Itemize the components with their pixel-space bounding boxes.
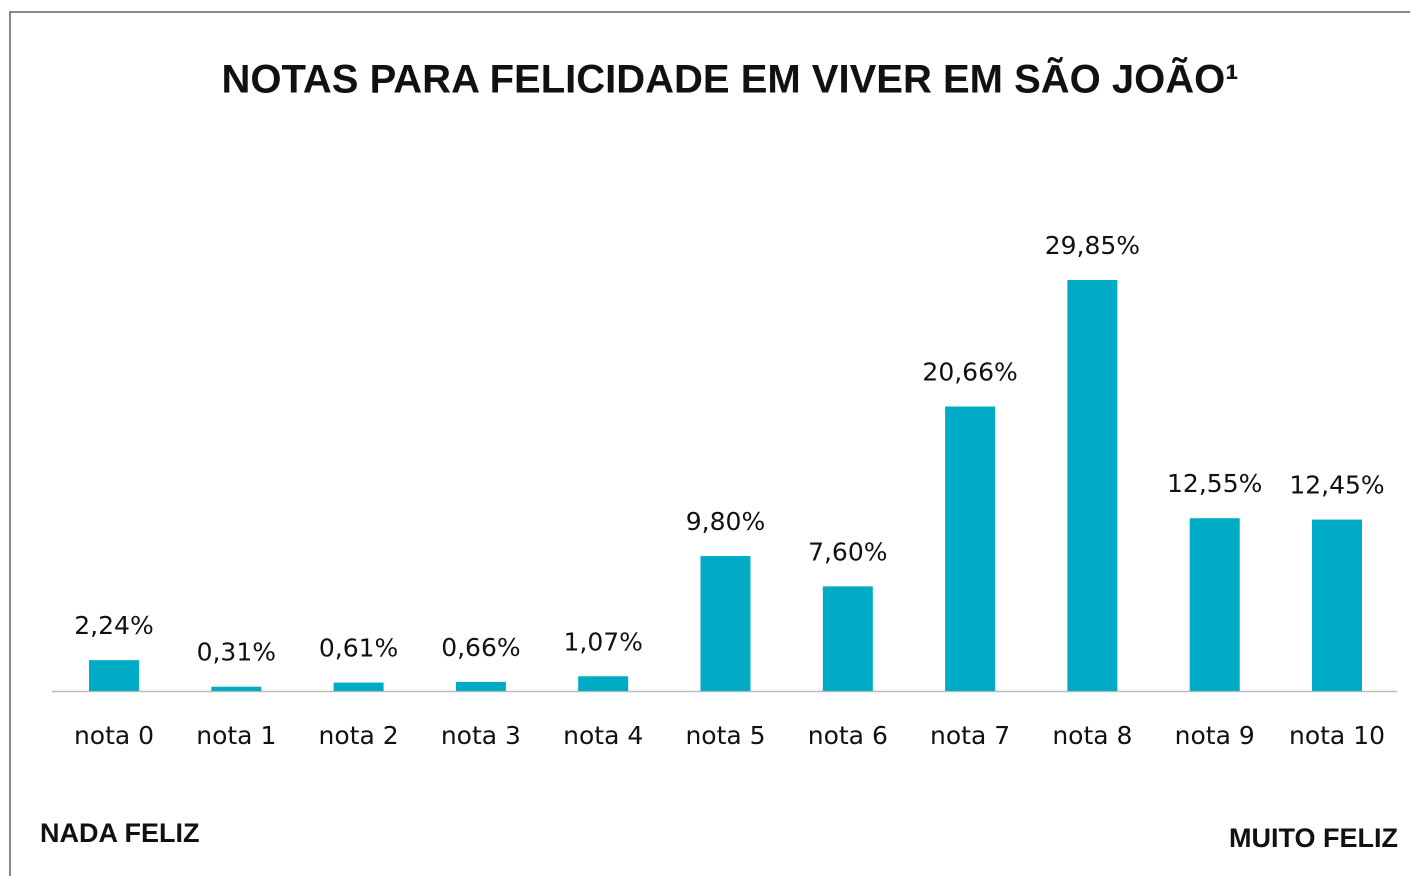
bar xyxy=(89,660,139,691)
x-tick-label: nota 9 xyxy=(1175,721,1255,750)
value-label: 2,24% xyxy=(74,611,153,640)
bar xyxy=(211,687,261,691)
value-label: 0,66% xyxy=(441,633,520,662)
value-label: 0,61% xyxy=(319,634,398,663)
x-tick-label: nota 10 xyxy=(1289,721,1385,750)
bar xyxy=(578,676,628,691)
bar xyxy=(1067,280,1117,691)
value-label: 1,07% xyxy=(563,627,642,656)
value-label: 7,60% xyxy=(808,537,887,566)
chart: NOTAS PARA FELICIDADE EM VIVER EM SÃO JO… xyxy=(0,0,1410,876)
value-label: 12,45% xyxy=(1289,471,1384,500)
x-tick-label: nota 0 xyxy=(74,721,154,750)
value-label: 0,31% xyxy=(197,638,276,667)
annotation: MUITO FELIZ xyxy=(1229,823,1398,853)
x-tick-label: nota 7 xyxy=(930,721,1010,750)
chart-title: NOTAS PARA FELICIDADE EM VIVER EM SÃO JO… xyxy=(221,56,1238,102)
bar xyxy=(334,683,384,691)
x-tick-label: nota 3 xyxy=(441,721,521,750)
x-tick-label: nota 4 xyxy=(563,721,643,750)
value-label: 9,80% xyxy=(686,507,765,536)
annotation: NADA FELIZ xyxy=(40,818,199,848)
x-tick-label: nota 1 xyxy=(196,721,276,750)
bar xyxy=(945,407,995,691)
value-label: 20,66% xyxy=(922,358,1017,387)
bar xyxy=(701,556,751,691)
bar xyxy=(1312,520,1362,691)
value-label: 12,55% xyxy=(1167,469,1262,498)
x-tick-label: nota 6 xyxy=(808,721,888,750)
value-label: 29,85% xyxy=(1045,231,1140,260)
bar xyxy=(823,586,873,691)
x-tick-label: nota 8 xyxy=(1052,721,1132,750)
x-tick-label: nota 2 xyxy=(319,721,399,750)
x-tick-label: nota 5 xyxy=(685,721,765,750)
bar xyxy=(456,682,506,691)
bar xyxy=(1190,518,1240,691)
